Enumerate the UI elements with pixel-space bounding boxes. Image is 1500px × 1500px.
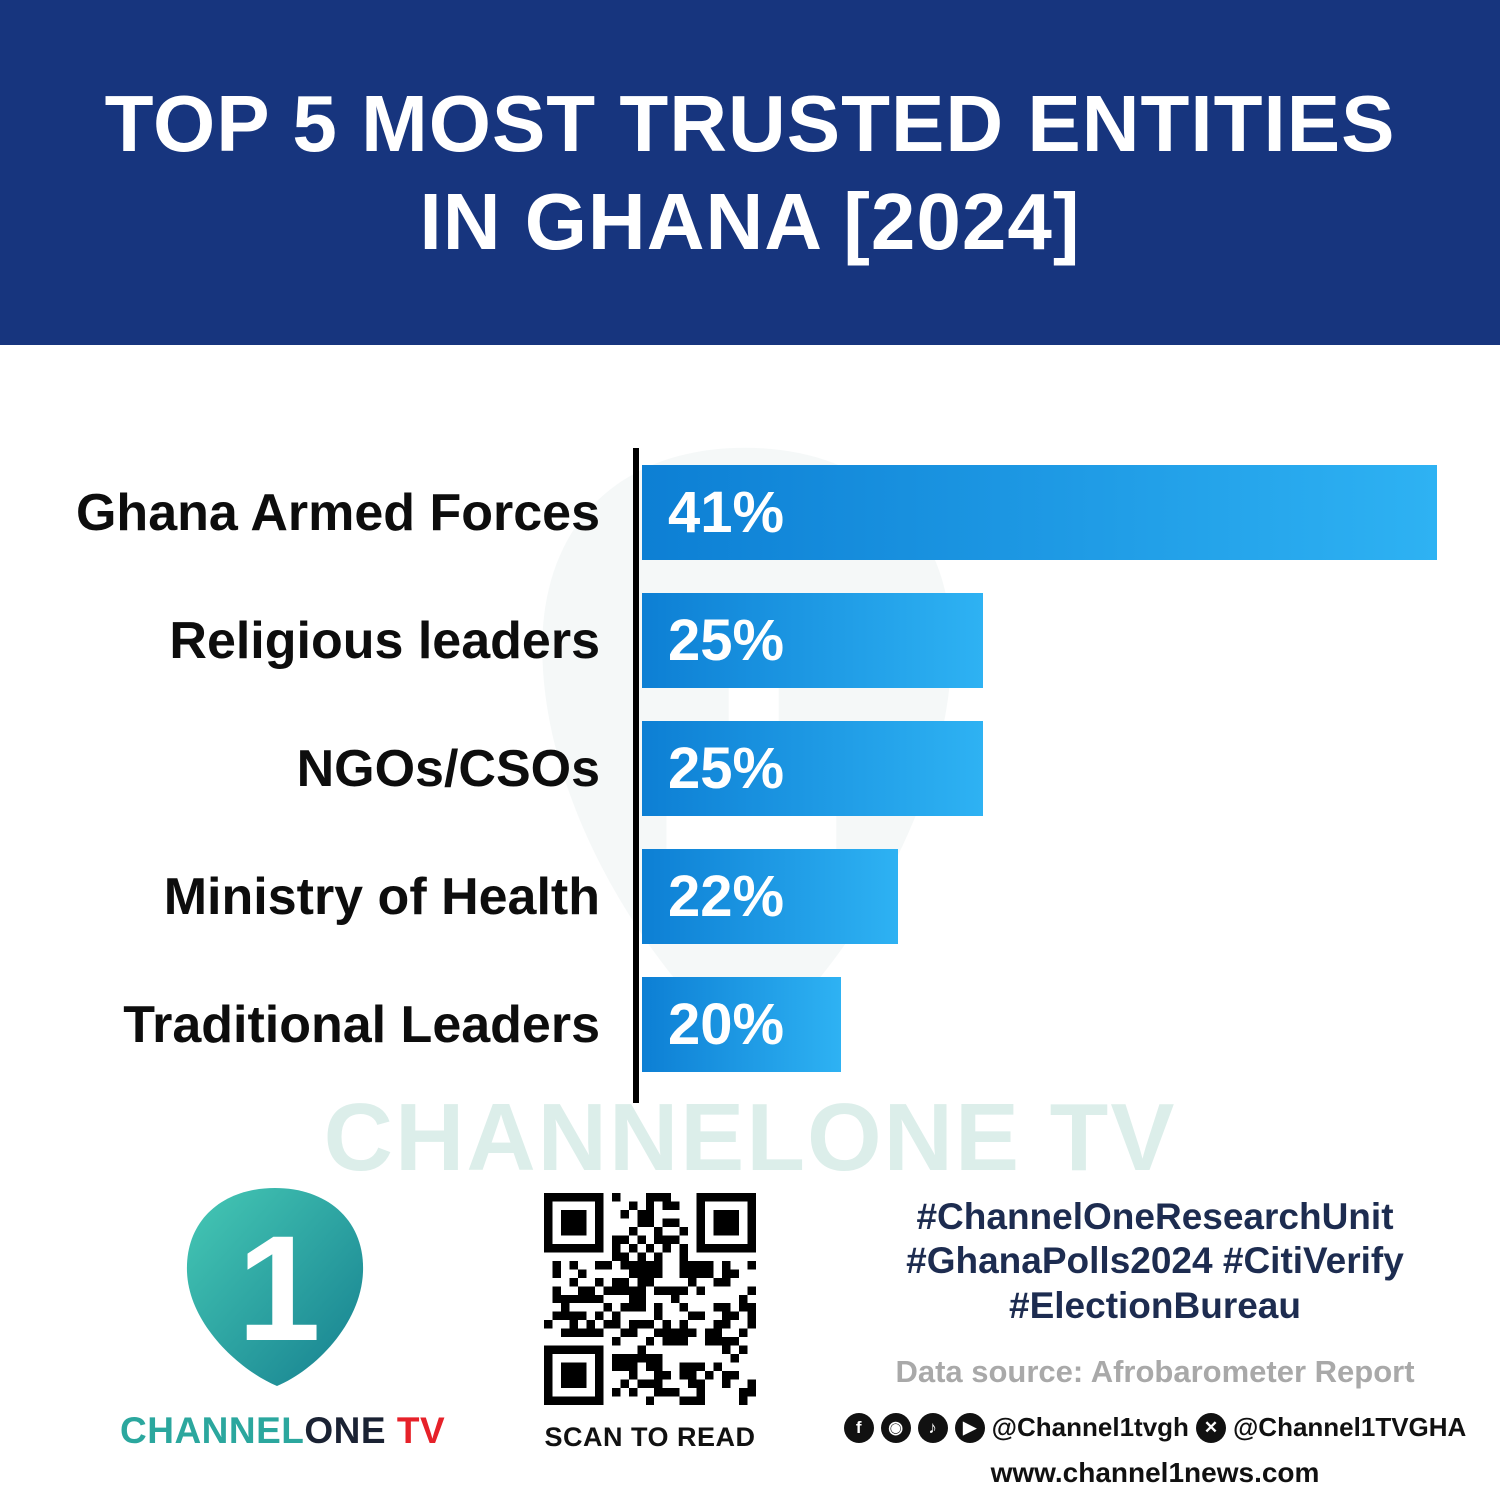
instagram-icon: ◉ <box>880 1412 911 1443</box>
x-icon: ✕ <box>1195 1412 1226 1443</box>
page-title: TOP 5 MOST TRUSTED ENTITIES IN GHANA [20… <box>105 75 1396 270</box>
wordmark-one: ONE <box>304 1410 387 1451</box>
chart-row: Ghana Armed Forces 41% <box>0 465 1500 560</box>
chart-row: Ministry of Health 22% <box>0 849 1500 944</box>
qr-block: SCAN TO READ <box>540 1193 760 1453</box>
channel-one-watermark: CHANNELONE TV <box>323 1084 1177 1191</box>
qr-caption: SCAN TO READ <box>544 1422 756 1452</box>
bar-category-label: Religious leaders <box>169 611 600 670</box>
social-row: f ◉ ♪ ▶ @Channel1tvgh ✕ @Channel1TVGHA <box>843 1412 1467 1443</box>
chart-rows: Ghana Armed Forces 41% Religious leaders 25… <box>0 465 1500 1105</box>
bar-category-label: Ghana Armed Forces <box>75 483 600 542</box>
bar: 25% <box>642 721 983 816</box>
logo-wordmark: CHANNELONE TV <box>120 1410 445 1452</box>
hashtags: #ChannelOneResearchUnit #GhanaPolls2024 … <box>845 1195 1465 1328</box>
hashtag-line-1: #ChannelOneResearchUnit <box>916 1196 1394 1237</box>
bar-category-label: Traditional Leaders <box>123 995 600 1054</box>
wordmark-channel: CHANNEL <box>120 1410 305 1451</box>
chart-axis <box>633 448 639 1103</box>
data-source: Data source: Afrobarometer Report <box>895 1354 1415 1390</box>
bar: 22% <box>642 849 898 944</box>
facebook-icon: f <box>843 1412 874 1443</box>
bar: 20% <box>642 977 841 1072</box>
channel-one-logo: 1 CHANNELONE TV <box>120 1180 445 1452</box>
bar-category-label: Ministry of Health <box>163 867 600 926</box>
title-line-1: TOP 5 MOST TRUSTED ENTITIES <box>104 78 1396 168</box>
chart-row: Religious leaders 25% <box>0 593 1500 688</box>
hashtag-line-3: #ElectionBureau <box>1009 1284 1301 1326</box>
bar-value-label: 25% <box>668 736 785 801</box>
bar-category-label: NGOs/CSOs <box>296 739 600 798</box>
chart-row: Traditional Leaders 20% <box>0 977 1500 1072</box>
footer-info-block: #ChannelOneResearchUnit #GhanaPolls2024 … <box>843 1195 1467 1489</box>
svg-text:1: 1 <box>237 1204 320 1372</box>
hashtag-line-2: #GhanaPolls2024 #CitiVerify <box>906 1240 1404 1282</box>
youtube-icon: ▶ <box>954 1412 985 1443</box>
bar-value-label: 20% <box>668 992 785 1057</box>
chart-row: NGOs/CSOs 25% <box>0 721 1500 816</box>
bar: 25% <box>642 593 983 688</box>
header-banner: TOP 5 MOST TRUSTED ENTITIES IN GHANA [20… <box>0 0 1500 345</box>
qr-code <box>544 1193 756 1405</box>
website-url: www.channel1news.com <box>990 1457 1320 1489</box>
bar: 41% <box>642 465 1437 560</box>
bar-value-label: 22% <box>668 864 785 929</box>
social-handle-2: @Channel1TVGHA <box>1232 1412 1467 1443</box>
wordmark-tv: TV <box>386 1410 446 1451</box>
social-handle-1: @Channel1tvgh <box>991 1412 1189 1443</box>
bar-value-label: 41% <box>668 480 785 545</box>
tiktok-icon: ♪ <box>917 1412 948 1443</box>
bar-value-label: 25% <box>668 608 785 673</box>
title-line-2: IN GHANA [2024] <box>419 176 1081 266</box>
logo-pick-icon: 1 <box>186 1188 364 1386</box>
